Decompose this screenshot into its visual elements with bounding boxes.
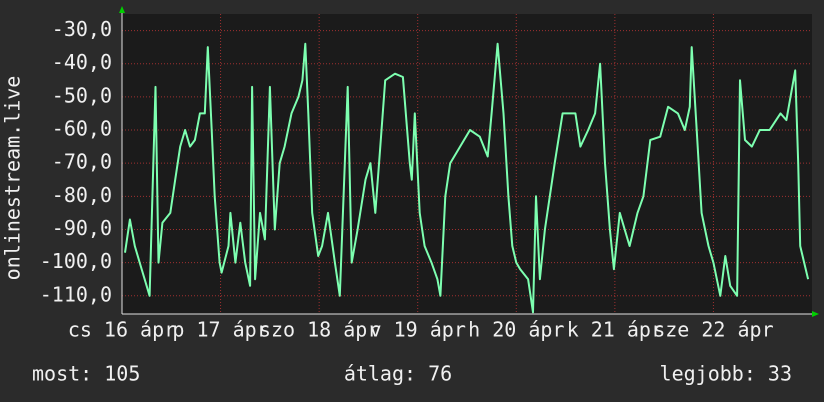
- y-axis-label: onlinestream.live: [1, 76, 25, 281]
- y-tick-label: -80,0: [52, 183, 112, 207]
- x-tick-label: v 19 ápr: [370, 318, 466, 342]
- x-tick-label: sze 22 ápr: [653, 318, 773, 342]
- y-tick-label: -70,0: [52, 150, 112, 174]
- y-tick-label: -40,0: [52, 50, 112, 74]
- axis-arrow: [812, 311, 819, 317]
- y-tick-label: -30,0: [52, 17, 112, 41]
- plot-area: [122, 14, 812, 314]
- stat-best: legjobb: 33: [660, 362, 792, 386]
- data-line: [124, 42, 810, 314]
- x-tick-label: k 21 ápr: [567, 318, 663, 342]
- y-tick-label: -110,0: [40, 282, 112, 306]
- x-tick-label: cs 16 ápr: [68, 318, 176, 342]
- stat-average: átlag: 76: [344, 362, 452, 386]
- x-tick-label: h 20 ápr: [468, 318, 564, 342]
- y-tick-label: -60,0: [52, 117, 112, 141]
- y-tick-label: -90,0: [52, 216, 112, 240]
- axis-arrow: [119, 6, 125, 13]
- stat-current: most: 105: [32, 362, 140, 386]
- x-tick-label: szo 18 ápr: [259, 318, 379, 342]
- y-tick-label: -100,0: [40, 249, 112, 273]
- x-tick-label: p 17 ápr: [172, 318, 268, 342]
- y-tick-label: -50,0: [52, 83, 112, 107]
